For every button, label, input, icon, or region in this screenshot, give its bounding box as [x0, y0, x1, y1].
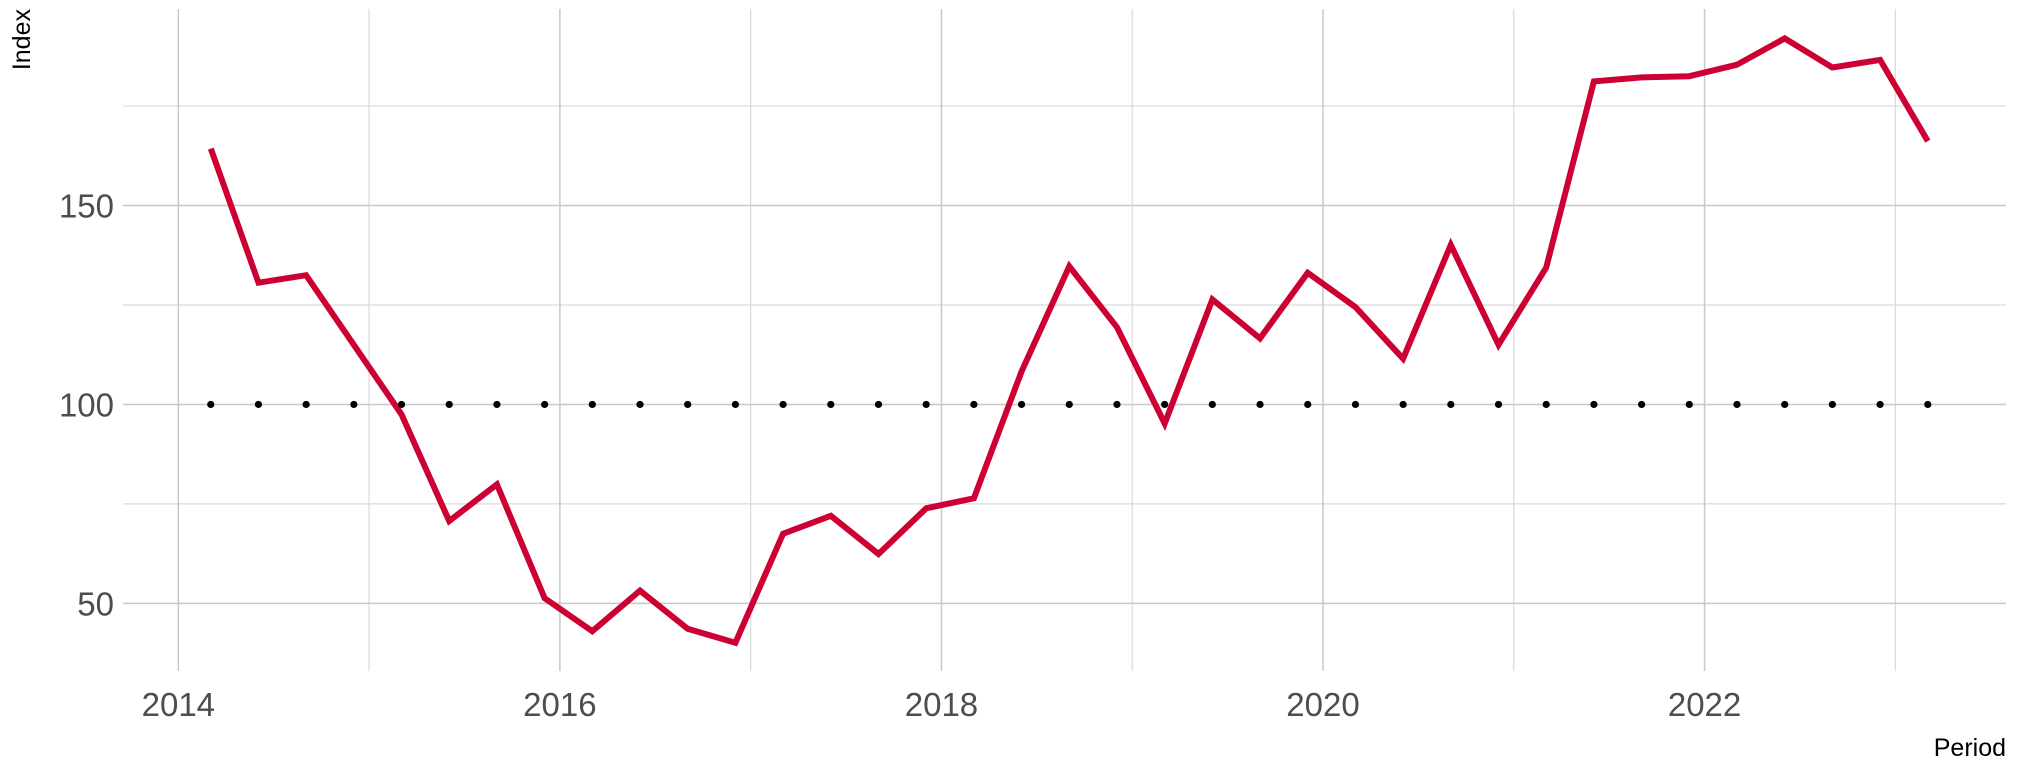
dot: [1590, 400, 1598, 409]
dot: [254, 400, 263, 409]
x-tick-label: 2014: [142, 686, 215, 723]
line: [207, 34, 1931, 647]
dot: [1733, 400, 1741, 409]
dot: [1876, 400, 1884, 409]
dot: [1017, 400, 1026, 409]
x-tick-label: 2016: [523, 686, 596, 723]
x-tick-label: 2020: [1286, 686, 1359, 723]
x-tick-label: 2022: [1668, 686, 1741, 723]
dot: [1828, 400, 1836, 409]
dot: [541, 400, 549, 409]
x-tick-label: 2018: [905, 686, 978, 723]
dot: [588, 400, 596, 409]
dot: [1161, 400, 1169, 409]
dot: [1638, 400, 1646, 409]
dot: [1685, 400, 1693, 409]
dot: [1494, 400, 1503, 409]
y-tick-label: 100: [59, 386, 114, 423]
dot: [779, 400, 787, 409]
dot: [827, 400, 835, 409]
dot: [874, 400, 883, 409]
dot: [1208, 400, 1216, 409]
dot: [970, 400, 978, 409]
x-axis-label: Period: [1934, 734, 2006, 760]
dot: [397, 400, 406, 409]
dot: [1924, 400, 1932, 409]
dot: [636, 400, 644, 409]
dot: [493, 400, 501, 409]
dot: [1065, 400, 1073, 409]
dot: [1447, 400, 1455, 409]
dot: [731, 400, 740, 409]
dot: [1351, 400, 1360, 409]
dot: [350, 400, 358, 409]
dot: [1781, 400, 1789, 409]
y-tick-label: 50: [77, 585, 114, 622]
dot: [922, 400, 930, 409]
dot: [445, 400, 453, 409]
dot: [684, 400, 692, 409]
y-axis-label: Index: [8, 9, 36, 71]
dot: [207, 400, 215, 409]
dot: [1399, 400, 1407, 409]
dot: [1113, 400, 1121, 409]
y-tick-label: 150: [59, 188, 114, 225]
dot: [302, 400, 310, 409]
dot: [1542, 400, 1550, 409]
dot: [1256, 400, 1264, 409]
dot: [1304, 400, 1312, 409]
